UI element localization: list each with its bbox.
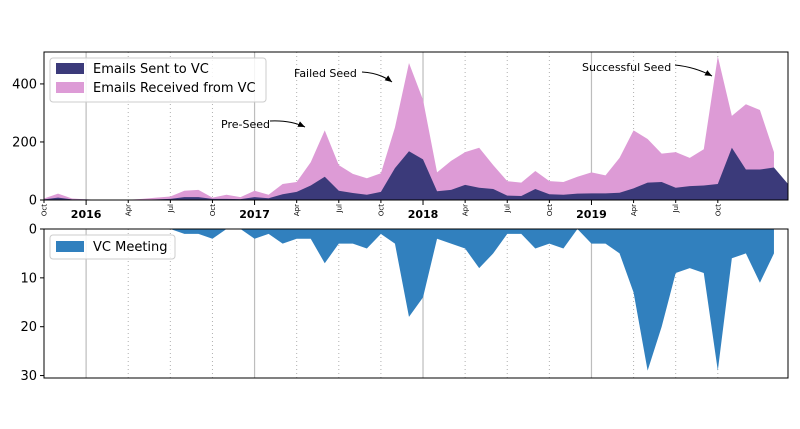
- legend-top: Emails Sent to VC Emails Received from VC: [49, 57, 267, 103]
- legend-swatch-1: [56, 82, 84, 93]
- area-emails-received: [44, 56, 774, 200]
- x-tick-month-label-5: Jul: [335, 204, 343, 214]
- area-vc-meetings: [44, 229, 774, 371]
- annotation-arrow-2: [674, 64, 713, 77]
- area-emails-sent: [44, 147, 788, 200]
- x-tick-month-label-12: Oct: [714, 204, 722, 216]
- y-tick-top-label-1: 200: [12, 135, 37, 150]
- x-tick-month-label-6: Oct: [377, 204, 385, 216]
- annotations: Pre-Seed Failed Seed Successful Seed: [221, 61, 713, 131]
- bottom-axes-frame: [43, 228, 789, 379]
- x-tick-year-label-1: 2017: [239, 208, 270, 221]
- annotation-label-1: Failed Seed: [294, 67, 357, 80]
- x-tick-month-label-9: Oct: [546, 204, 554, 216]
- top-axes-frame: [43, 51, 789, 201]
- y-tick-top-label-2: 400: [12, 77, 37, 92]
- y-ticks: 0 200 400 0 10 20 30: [12, 77, 44, 384]
- legend-label-1: Emails Received from VC: [93, 81, 256, 96]
- y-tick-bottom-label-1: 10: [20, 271, 37, 286]
- y-tick-bottom-label-0: 0: [29, 223, 37, 238]
- legend-bottom: VC Meeting: [49, 234, 176, 260]
- x-tick-year-label-0: 2016: [71, 208, 102, 221]
- legend-label-meeting: VC Meeting: [93, 240, 168, 255]
- legend-label-0: Emails Sent to VC: [93, 62, 209, 77]
- x-tick-month-label-10: Apr: [630, 204, 638, 216]
- x-axis-labels: Oct Apr Jul Oct Apr Jul Oct Apr Jul Oct Apr Jul Oct 2…: [41, 200, 722, 221]
- x-tick-month-label-0: Oct: [41, 204, 49, 216]
- annotation-arrow-1: [361, 71, 393, 83]
- x-tick-month-label-3: Oct: [209, 204, 217, 216]
- annotation-arrow-0: [269, 120, 306, 128]
- y-tick-bottom-label-2: 20: [20, 320, 37, 335]
- legend-swatch-0: [56, 63, 84, 74]
- legend-top-box: [49, 57, 267, 103]
- x-tick-year-label-2: 2018: [408, 208, 439, 221]
- x-tick-month-label-11: Jul: [672, 204, 680, 214]
- x-tick-month-label-1: Apr: [125, 204, 133, 216]
- y-tick-bottom-label-3: 30: [20, 369, 37, 384]
- y-tick-top-label-0: 0: [29, 194, 37, 209]
- annotation-label-2: Successful Seed: [582, 61, 671, 74]
- legend-swatch-meeting: [56, 241, 84, 252]
- x-tick-month-label-4: Apr: [293, 204, 301, 216]
- x-tick-month-label-8: Jul: [504, 204, 512, 214]
- x-tick-month-label-2: Jul: [167, 204, 175, 214]
- x-tick-month-label-7: Apr: [462, 204, 470, 216]
- annotation-label-0: Pre-Seed: [221, 118, 270, 131]
- x-tick-year-label-3: 2019: [576, 208, 607, 221]
